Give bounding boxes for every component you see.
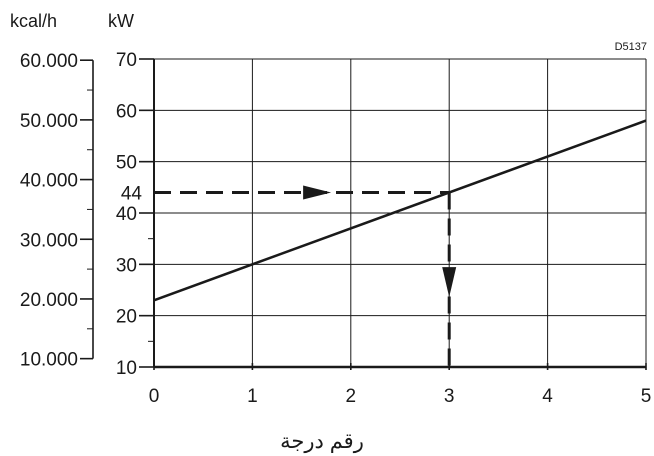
annotation-value-label: 44 bbox=[121, 183, 143, 204]
x-tick-label: 1 bbox=[247, 386, 258, 407]
y-tick-label-primary: 30 bbox=[116, 255, 137, 276]
figure-code: D5137 bbox=[615, 41, 647, 53]
y-tick-label-primary: 40 bbox=[116, 204, 137, 225]
y-tick-label-primary: 60 bbox=[116, 101, 137, 122]
x-tick-label: 4 bbox=[542, 386, 553, 407]
annotation-layer bbox=[154, 185, 457, 367]
arrow-down-icon bbox=[442, 267, 457, 298]
y-tick-label-secondary: 50.000 bbox=[20, 111, 78, 132]
kcal-unit-label: kcal/h bbox=[10, 11, 57, 31]
y-tick-label-primary: 50 bbox=[116, 153, 137, 174]
kw-unit-label: kW bbox=[108, 11, 134, 31]
x-tick-label: 3 bbox=[444, 386, 455, 407]
y-tick-label-primary: 10 bbox=[116, 358, 137, 379]
arrow-right-icon bbox=[303, 185, 332, 200]
x-tick-label: 5 bbox=[641, 386, 652, 407]
y-tick-label-primary: 20 bbox=[116, 307, 137, 328]
y-tick-label-secondary: 30.000 bbox=[20, 230, 78, 251]
y-tick-label-secondary: 60.000 bbox=[20, 51, 78, 72]
y-tick-label-secondary: 40.000 bbox=[20, 171, 78, 192]
x-axis-label: رقم درجة bbox=[280, 430, 364, 454]
y-tick-label-primary: 70 bbox=[116, 50, 137, 71]
axes-layer bbox=[80, 58, 647, 370]
x-tick-label: 2 bbox=[346, 386, 357, 407]
series-line bbox=[153, 119, 647, 302]
x-tick-label: 0 bbox=[149, 386, 160, 407]
y-tick-label-secondary: 20.000 bbox=[20, 290, 78, 311]
grid-lines bbox=[154, 58, 647, 367]
labels-layer: 0 1 2 3 4 5 10 20 30 40 50 60 70 10.000 20.000 30.000 40… bbox=[20, 50, 651, 407]
y-tick-label-secondary: 10.000 bbox=[20, 350, 78, 371]
series-layer bbox=[153, 119, 647, 302]
